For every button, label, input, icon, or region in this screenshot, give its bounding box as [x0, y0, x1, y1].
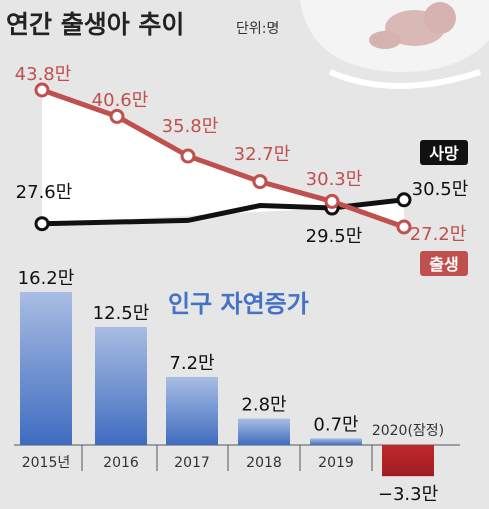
baby-illustration-icon: [300, 0, 489, 89]
chart-title: 연간 출생아 추이: [6, 10, 184, 39]
bar: [166, 377, 218, 445]
birth-value-label: 43.8만: [15, 64, 72, 85]
death-point: [34, 216, 50, 232]
birth-point: [396, 219, 412, 235]
death-value-label: 27.6만: [16, 182, 73, 203]
unit-label: 단위:명: [236, 21, 279, 37]
legend-death-label: 사망: [429, 144, 459, 163]
death-value-label: 30.5만: [412, 179, 469, 200]
x-tick-label: 2019: [318, 455, 354, 471]
bar: [238, 418, 290, 445]
legend-death: 사망: [420, 140, 468, 165]
x-tick-label: 2016: [103, 455, 139, 471]
bar-value-label: 2.8만: [241, 395, 286, 416]
birth-point: [324, 193, 340, 209]
birth-value-label: 32.7만: [234, 144, 291, 165]
death-value-label: 29.5만: [306, 226, 363, 247]
birth-point: [109, 108, 125, 124]
bar-value-label: 16.2만: [18, 268, 75, 289]
x-tick-label: 2018: [246, 455, 282, 471]
x-tick-label: 2017: [174, 455, 210, 471]
bar-chart: 16.2만 2015년 12.5만 2016 7.2만 2017 2.8만 2018 0.7만 2…: [14, 268, 460, 505]
bar-value-label: 7.2만: [169, 353, 214, 374]
bar: [310, 438, 362, 445]
birth-series-line: [41, 87, 405, 230]
legend-birth-label: 출생: [429, 255, 458, 274]
bar: [95, 326, 147, 445]
birth-value-label: 30.3만: [306, 169, 363, 190]
legend-birth: 출생: [420, 251, 468, 276]
birth-value-label: 35.8만: [162, 116, 219, 137]
birth-point: [34, 82, 50, 98]
bar-value-label: 12.5만: [93, 303, 150, 324]
death-point: [396, 192, 412, 208]
bar: [20, 292, 72, 445]
line-chart: 43.8만 40.6만 35.8만 32.7만 30.3만 27.2만 27.6만 29.5만…: [15, 64, 469, 247]
birth-point: [252, 174, 268, 190]
birth-value-label: 40.6만: [92, 90, 149, 111]
bar-value-label: 0.7만: [313, 414, 358, 435]
bar: [382, 445, 434, 477]
bar-chart-title: 인구 자연증가: [168, 290, 309, 318]
bar-value-label: −3.3만: [378, 484, 438, 505]
x-tick-label: 2020(잠정): [372, 423, 444, 439]
birth-area: [42, 90, 404, 227]
x-tick-label: 2015년: [22, 455, 71, 471]
birth-point: [180, 148, 196, 164]
birth-value-label: 27.2만: [410, 224, 467, 245]
